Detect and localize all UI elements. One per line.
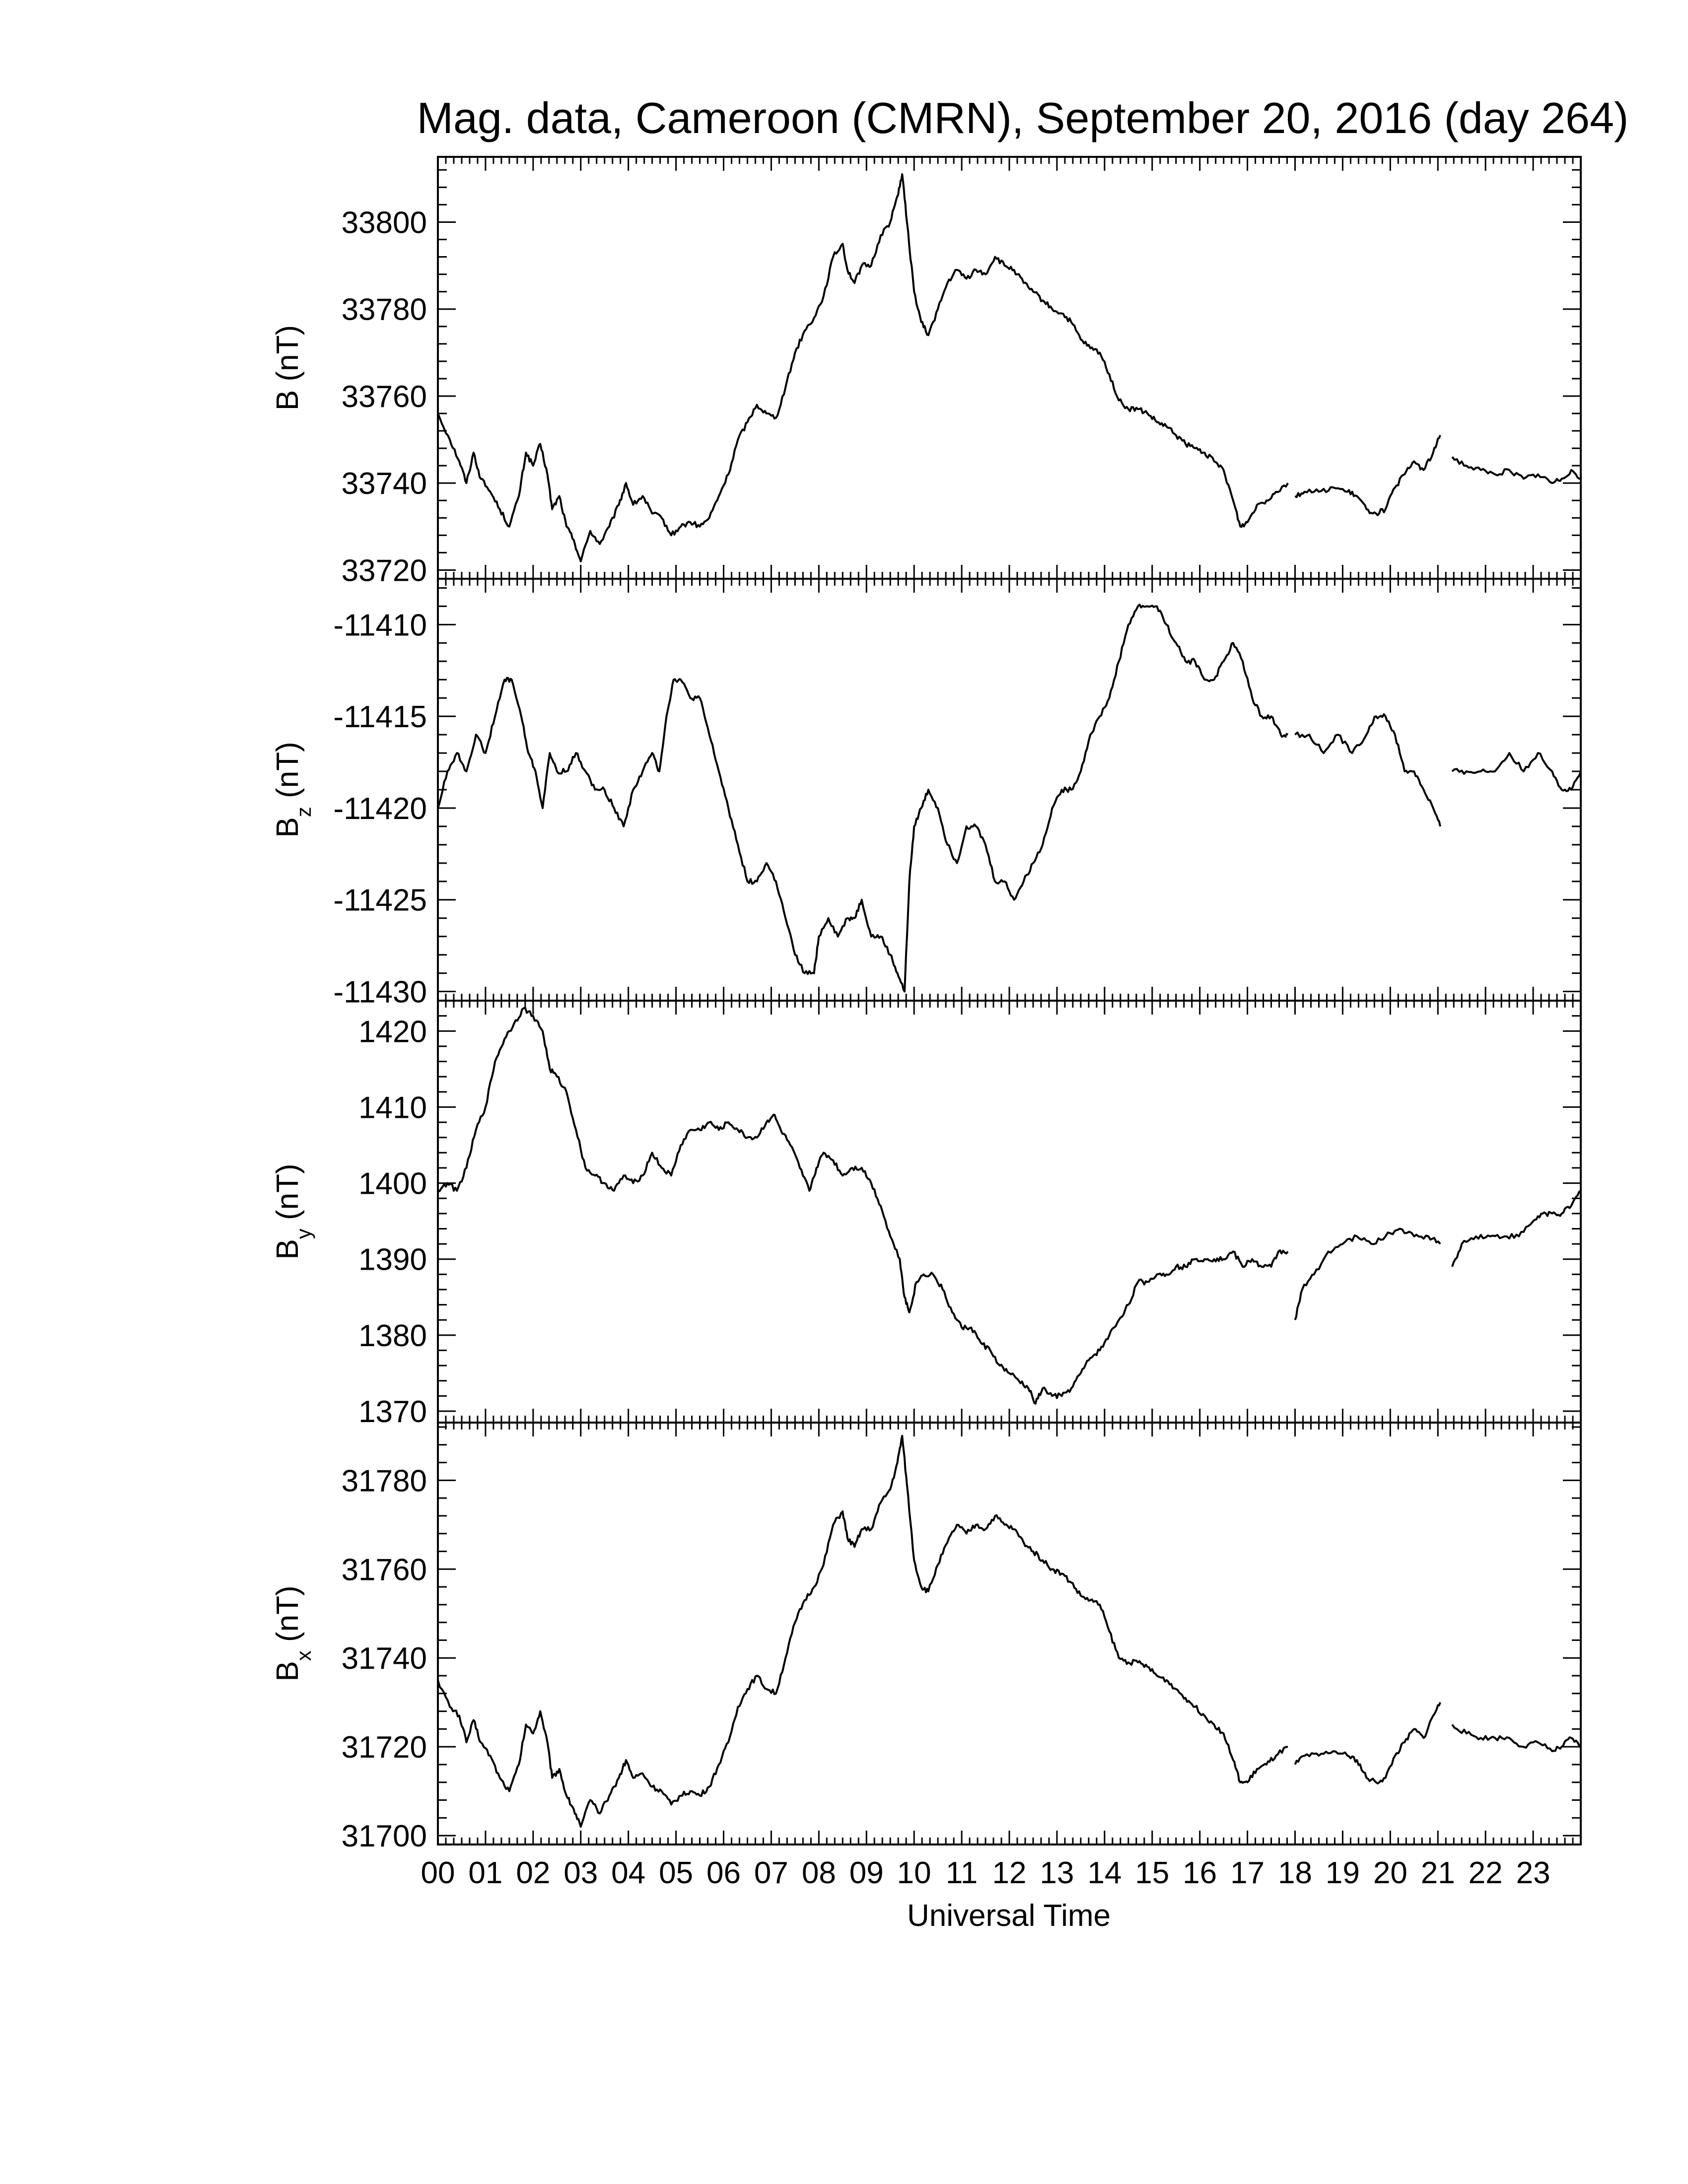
- y-tick-label: 1370: [358, 1395, 427, 1429]
- x-tick-label: 23: [1516, 1856, 1550, 1890]
- panel-3: 31700 31720 31740 31760 31780 Bx (nT): [271, 1422, 1582, 1853]
- y-tick-label: 31780: [342, 1464, 427, 1498]
- series-line-segment: [437, 173, 1289, 562]
- x-tick-label: 14: [1087, 1856, 1122, 1890]
- y-tick-label: -11425: [334, 884, 427, 918]
- series-line-segment: [1451, 456, 1581, 484]
- y-tick-label: 31760: [342, 1553, 427, 1587]
- y-tick-label: 33800: [342, 205, 427, 240]
- y-axis-label-main: B: [271, 390, 305, 410]
- x-tick-label: 16: [1183, 1856, 1217, 1890]
- y-tick-label: 31720: [342, 1730, 427, 1765]
- x-tick-label: 22: [1469, 1856, 1503, 1890]
- y-axis-label-main: B: [271, 1239, 305, 1259]
- y-axis-label-unit: (nT): [271, 1163, 305, 1228]
- panel-2: 1370 1380 1390 1400 1410 1420 By (nT): [271, 1000, 1582, 1429]
- x-tick-label: 00: [421, 1856, 455, 1890]
- y-axis-label-main: B: [271, 817, 305, 837]
- x-tick-label: 08: [802, 1856, 836, 1890]
- x-tick-label: 15: [1135, 1856, 1169, 1890]
- series-line-segment: [1294, 1228, 1441, 1320]
- y-axis-label: Bx (nT): [271, 1585, 315, 1681]
- y-tick-label: 33780: [342, 293, 427, 327]
- series-line-segment: [437, 1007, 1289, 1405]
- series-line-segment: [437, 1434, 1288, 1828]
- y-axis-label-subscript: y: [292, 1228, 315, 1239]
- y-tick-label: 1400: [358, 1167, 427, 1201]
- series-line-segment: [1451, 1724, 1582, 1753]
- y-tick-label: 1380: [358, 1319, 427, 1353]
- x-tick-label: 18: [1278, 1856, 1312, 1890]
- y-tick-label: -11430: [334, 975, 427, 1010]
- x-tick-label: 17: [1230, 1856, 1265, 1890]
- y-tick-label: 33740: [342, 467, 427, 501]
- y-tick-label: -11410: [334, 608, 427, 642]
- y-tick-label: 33760: [342, 380, 427, 414]
- x-tick-label: 20: [1373, 1856, 1407, 1890]
- y-axis-label: B (nT): [271, 325, 305, 410]
- x-tick-label: 03: [563, 1856, 598, 1890]
- series-line-segment: [1294, 435, 1441, 516]
- series-line-segment: [1294, 713, 1441, 827]
- y-axis-label-unit: (nT): [271, 325, 305, 390]
- y-tick-label: 33720: [342, 553, 427, 588]
- x-tick-label: 10: [897, 1856, 931, 1890]
- panel-0: 33720 33740 33760 33780 33800 B (nT): [271, 156, 1582, 588]
- y-axis-label-unit: (nT): [271, 1585, 305, 1650]
- x-tick-label: 19: [1326, 1856, 1360, 1890]
- series-line-segment: [1451, 752, 1582, 792]
- y-axis-label-subscript: x: [292, 1650, 315, 1661]
- x-tick-label: 04: [611, 1856, 645, 1890]
- chart-title: Mag. data, Cameroon (CMRN), September 20…: [417, 93, 1629, 142]
- y-tick-label: 1410: [358, 1091, 427, 1125]
- x-tick-label: 01: [468, 1856, 502, 1890]
- x-tick-label: 21: [1421, 1856, 1455, 1890]
- y-tick-label: 1390: [358, 1243, 427, 1277]
- y-tick-label: -11420: [334, 792, 427, 826]
- series-line-segment: [1294, 1702, 1441, 1784]
- y-axis-label-unit: (nT): [271, 742, 305, 807]
- x-tick-label: 11: [946, 1856, 978, 1890]
- x-tick-label: 02: [516, 1856, 550, 1890]
- x-tick-label: 12: [992, 1856, 1027, 1890]
- y-axis-label-main: B: [271, 1661, 305, 1681]
- x-tick-label: 06: [706, 1856, 741, 1890]
- y-axis-label-subscript: z: [292, 807, 315, 817]
- x-tick-label: 13: [1040, 1856, 1074, 1890]
- x-axis-label: Universal Time: [907, 1899, 1111, 1933]
- y-axis-label: By (nT): [271, 1163, 315, 1259]
- y-tick-label: 1420: [358, 1015, 427, 1049]
- y-tick-label: 31700: [342, 1819, 427, 1853]
- x-tick-label: 05: [659, 1856, 693, 1890]
- x-tick-label: 07: [754, 1856, 788, 1890]
- y-axis-label: Bz (nT): [271, 742, 315, 837]
- series-line-segment: [1451, 1190, 1582, 1267]
- x-tick-label: 09: [849, 1856, 884, 1890]
- panel-1: -11430 -11425 -11420 -11415 -11410 Bz (nT): [271, 578, 1582, 1010]
- y-tick-label: -11415: [334, 700, 427, 734]
- series-line-segment: [437, 604, 1289, 993]
- y-tick-label: 31740: [342, 1641, 427, 1676]
